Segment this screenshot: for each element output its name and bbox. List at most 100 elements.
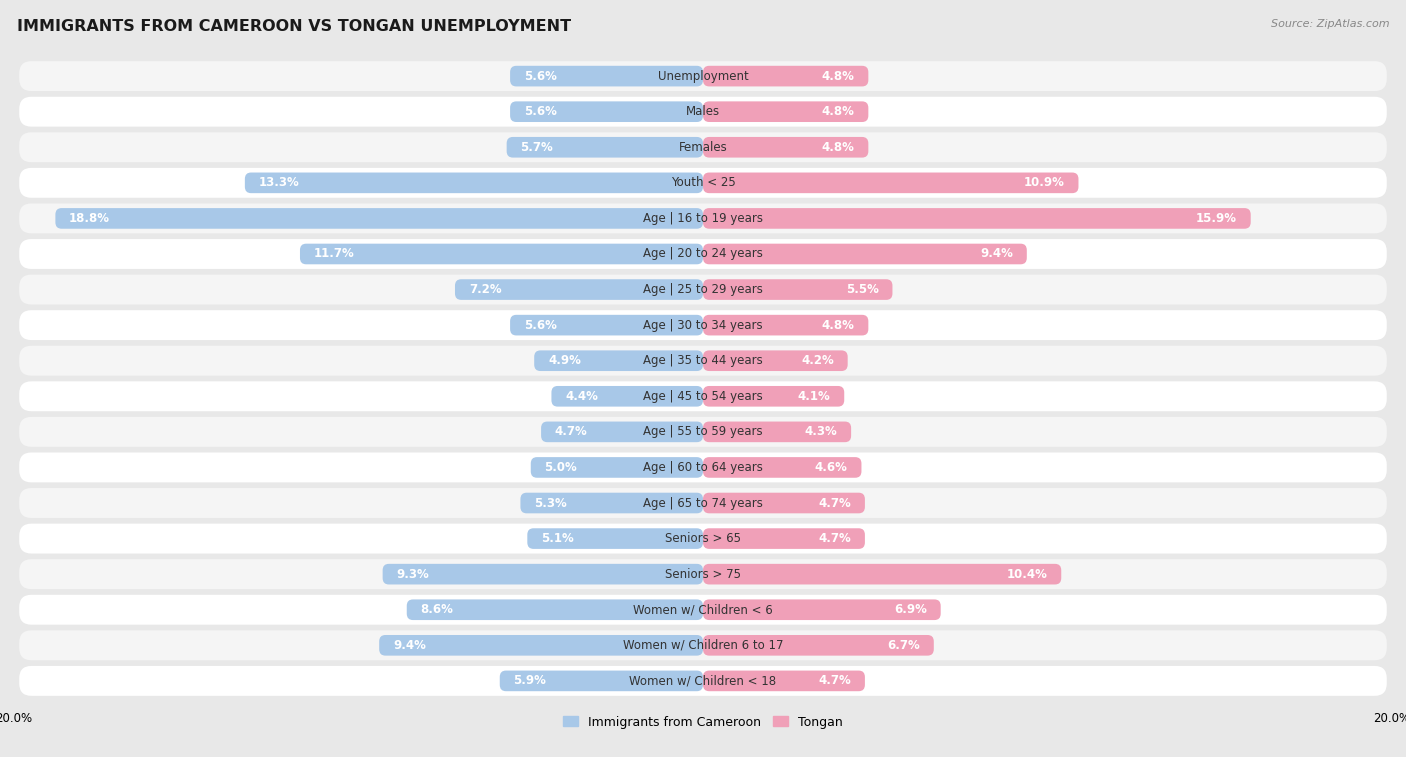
Text: 5.9%: 5.9%: [513, 674, 547, 687]
Text: Unemployment: Unemployment: [658, 70, 748, 83]
FancyBboxPatch shape: [20, 595, 1386, 625]
FancyBboxPatch shape: [541, 422, 703, 442]
FancyBboxPatch shape: [703, 244, 1026, 264]
Text: 5.0%: 5.0%: [544, 461, 578, 474]
Text: 4.9%: 4.9%: [548, 354, 581, 367]
Text: Age | 30 to 34 years: Age | 30 to 34 years: [643, 319, 763, 332]
Text: Seniors > 65: Seniors > 65: [665, 532, 741, 545]
FancyBboxPatch shape: [703, 422, 851, 442]
Text: 4.7%: 4.7%: [818, 497, 851, 509]
FancyBboxPatch shape: [20, 488, 1386, 518]
Text: 7.2%: 7.2%: [468, 283, 502, 296]
Text: 4.7%: 4.7%: [818, 532, 851, 545]
Text: Women w/ Children 6 to 17: Women w/ Children 6 to 17: [623, 639, 783, 652]
FancyBboxPatch shape: [406, 600, 703, 620]
Text: 9.4%: 9.4%: [392, 639, 426, 652]
FancyBboxPatch shape: [499, 671, 703, 691]
Text: 4.7%: 4.7%: [555, 425, 588, 438]
Text: Age | 55 to 59 years: Age | 55 to 59 years: [643, 425, 763, 438]
Text: Youth < 25: Youth < 25: [671, 176, 735, 189]
Text: 6.9%: 6.9%: [894, 603, 927, 616]
Text: Women w/ Children < 6: Women w/ Children < 6: [633, 603, 773, 616]
FancyBboxPatch shape: [531, 457, 703, 478]
FancyBboxPatch shape: [20, 97, 1386, 126]
Text: Seniors > 75: Seniors > 75: [665, 568, 741, 581]
Text: 9.3%: 9.3%: [396, 568, 429, 581]
Text: 6.7%: 6.7%: [887, 639, 920, 652]
Text: 10.9%: 10.9%: [1024, 176, 1064, 189]
FancyBboxPatch shape: [20, 239, 1386, 269]
Text: 4.7%: 4.7%: [818, 674, 851, 687]
FancyBboxPatch shape: [20, 666, 1386, 696]
FancyBboxPatch shape: [703, 208, 1251, 229]
FancyBboxPatch shape: [703, 457, 862, 478]
Text: 15.9%: 15.9%: [1197, 212, 1237, 225]
Text: 11.7%: 11.7%: [314, 248, 354, 260]
FancyBboxPatch shape: [703, 350, 848, 371]
Text: 5.6%: 5.6%: [524, 70, 557, 83]
FancyBboxPatch shape: [703, 173, 1078, 193]
Text: IMMIGRANTS FROM CAMEROON VS TONGAN UNEMPLOYMENT: IMMIGRANTS FROM CAMEROON VS TONGAN UNEMP…: [17, 19, 571, 34]
Text: 5.6%: 5.6%: [524, 105, 557, 118]
FancyBboxPatch shape: [703, 600, 941, 620]
Text: Males: Males: [686, 105, 720, 118]
FancyBboxPatch shape: [703, 564, 1062, 584]
Text: Females: Females: [679, 141, 727, 154]
Text: 5.6%: 5.6%: [524, 319, 557, 332]
Text: 4.8%: 4.8%: [821, 105, 855, 118]
Text: Age | 35 to 44 years: Age | 35 to 44 years: [643, 354, 763, 367]
FancyBboxPatch shape: [703, 386, 844, 407]
FancyBboxPatch shape: [20, 524, 1386, 553]
Text: Age | 45 to 54 years: Age | 45 to 54 years: [643, 390, 763, 403]
FancyBboxPatch shape: [20, 453, 1386, 482]
Text: 4.8%: 4.8%: [821, 141, 855, 154]
FancyBboxPatch shape: [703, 528, 865, 549]
Legend: Immigrants from Cameroon, Tongan: Immigrants from Cameroon, Tongan: [558, 711, 848, 734]
FancyBboxPatch shape: [20, 61, 1386, 91]
Text: 4.1%: 4.1%: [797, 390, 831, 403]
FancyBboxPatch shape: [510, 315, 703, 335]
Text: 4.8%: 4.8%: [821, 70, 855, 83]
Text: Age | 16 to 19 years: Age | 16 to 19 years: [643, 212, 763, 225]
Text: 4.8%: 4.8%: [821, 319, 855, 332]
Text: Age | 65 to 74 years: Age | 65 to 74 years: [643, 497, 763, 509]
Text: 5.5%: 5.5%: [846, 283, 879, 296]
Text: Age | 20 to 24 years: Age | 20 to 24 years: [643, 248, 763, 260]
FancyBboxPatch shape: [534, 350, 703, 371]
FancyBboxPatch shape: [20, 417, 1386, 447]
FancyBboxPatch shape: [20, 132, 1386, 162]
Text: 4.4%: 4.4%: [565, 390, 598, 403]
Text: 10.4%: 10.4%: [1007, 568, 1047, 581]
FancyBboxPatch shape: [703, 66, 869, 86]
FancyBboxPatch shape: [506, 137, 703, 157]
Text: 5.1%: 5.1%: [541, 532, 574, 545]
FancyBboxPatch shape: [299, 244, 703, 264]
FancyBboxPatch shape: [703, 671, 865, 691]
FancyBboxPatch shape: [703, 101, 869, 122]
FancyBboxPatch shape: [20, 310, 1386, 340]
FancyBboxPatch shape: [456, 279, 703, 300]
Text: 4.6%: 4.6%: [815, 461, 848, 474]
FancyBboxPatch shape: [20, 382, 1386, 411]
Text: 13.3%: 13.3%: [259, 176, 299, 189]
Text: 4.3%: 4.3%: [804, 425, 838, 438]
Text: Age | 60 to 64 years: Age | 60 to 64 years: [643, 461, 763, 474]
Text: 4.2%: 4.2%: [801, 354, 834, 367]
FancyBboxPatch shape: [527, 528, 703, 549]
FancyBboxPatch shape: [703, 493, 865, 513]
FancyBboxPatch shape: [20, 346, 1386, 375]
Text: 18.8%: 18.8%: [69, 212, 110, 225]
FancyBboxPatch shape: [20, 168, 1386, 198]
FancyBboxPatch shape: [703, 635, 934, 656]
Text: Age | 25 to 29 years: Age | 25 to 29 years: [643, 283, 763, 296]
FancyBboxPatch shape: [703, 315, 869, 335]
FancyBboxPatch shape: [520, 493, 703, 513]
Text: Source: ZipAtlas.com: Source: ZipAtlas.com: [1271, 19, 1389, 29]
Text: 5.3%: 5.3%: [534, 497, 567, 509]
FancyBboxPatch shape: [703, 137, 869, 157]
Text: 9.4%: 9.4%: [980, 248, 1012, 260]
FancyBboxPatch shape: [20, 559, 1386, 589]
FancyBboxPatch shape: [382, 564, 703, 584]
FancyBboxPatch shape: [551, 386, 703, 407]
FancyBboxPatch shape: [510, 66, 703, 86]
